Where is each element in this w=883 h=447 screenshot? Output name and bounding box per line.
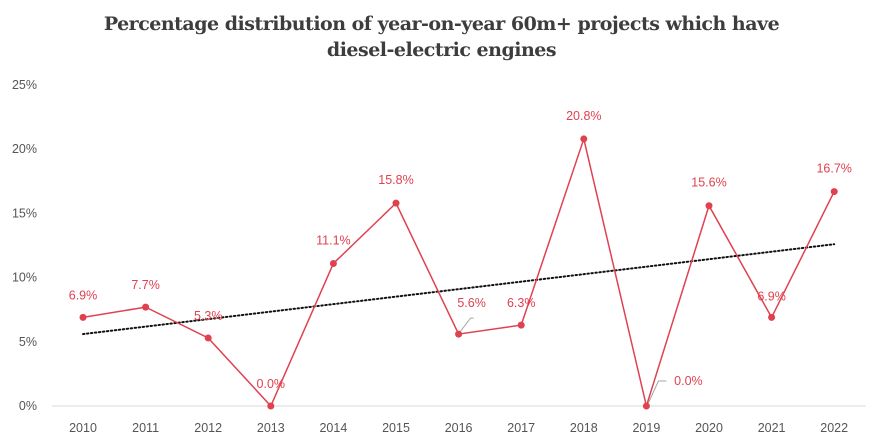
data-label: 5.6% — [457, 296, 486, 310]
data-point — [517, 321, 525, 329]
data-label: 15.8% — [378, 173, 413, 187]
data-label: 0.0% — [674, 374, 703, 388]
data-point — [329, 259, 337, 267]
data-point — [705, 202, 713, 210]
x-tick-label: 2010 — [69, 421, 97, 435]
data-point — [204, 334, 212, 342]
x-tick-label: 2013 — [257, 421, 285, 435]
data-point — [79, 313, 87, 321]
x-tick-label: 2012 — [194, 421, 222, 435]
chart-title-line2: diesel-electric engines — [326, 39, 557, 61]
data-label: 6.3% — [507, 296, 536, 310]
data-label: 6.9% — [69, 288, 98, 302]
y-tick-label: 15% — [12, 206, 37, 220]
y-tick-label: 0% — [19, 399, 37, 413]
data-points — [79, 135, 838, 410]
data-label: 15.6% — [691, 176, 726, 190]
label-leader-line — [460, 317, 474, 332]
data-label: 0.0% — [257, 377, 286, 391]
x-tick-label: 2014 — [319, 421, 347, 435]
data-label: 5.3% — [194, 309, 223, 323]
data-labels: 6.9% 7.7% 5.3% 0.0% 11.1% 15.8% 5.6% 6.3% 20.8% 0… — [69, 109, 852, 391]
data-label: 20.8% — [566, 109, 601, 123]
label-leader-line — [647, 380, 667, 404]
label-leader-lines — [460, 317, 667, 404]
x-axis-ticks: 2010 2011 2012 2013 2014 2015 2016 2017 2018 2019… — [69, 421, 848, 435]
x-tick-label: 2017 — [507, 421, 535, 435]
x-tick-label: 2021 — [758, 421, 786, 435]
y-tick-label: 10% — [12, 271, 37, 285]
x-tick-label: 2015 — [382, 421, 410, 435]
data-label: 7.7% — [131, 278, 160, 292]
data-point — [392, 199, 400, 207]
x-tick-label: 2019 — [632, 421, 660, 435]
x-tick-label: 2016 — [445, 421, 473, 435]
data-point — [580, 135, 588, 143]
y-tick-label: 25% — [12, 78, 37, 92]
trendline — [82, 243, 836, 336]
x-tick-label: 2018 — [570, 421, 598, 435]
data-point — [642, 402, 650, 410]
data-label: 6.9% — [757, 289, 786, 303]
data-label: 11.1% — [316, 233, 351, 247]
data-point — [830, 188, 838, 196]
x-tick-label: 2020 — [695, 421, 723, 435]
data-point — [267, 402, 275, 410]
data-point — [768, 313, 776, 321]
y-tick-label: 5% — [19, 335, 37, 349]
data-point — [142, 303, 150, 311]
data-point — [455, 330, 463, 338]
x-tick-label: 2011 — [132, 421, 159, 435]
data-label: 16.7% — [816, 162, 851, 176]
y-axis-ticks: 0% 5% 10% 15% 20% 25% — [12, 78, 37, 413]
y-tick-label: 20% — [12, 142, 37, 156]
x-tick-label: 2022 — [820, 421, 848, 435]
chart-title-line1: Percentage distribution of year-on-year … — [103, 13, 780, 35]
